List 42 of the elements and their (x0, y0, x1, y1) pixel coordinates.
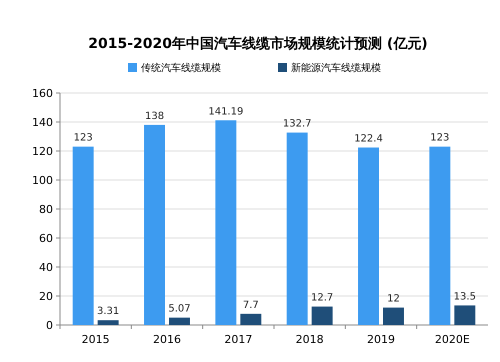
bar (383, 308, 404, 325)
y-tick-label: 20 (39, 290, 53, 303)
y-tick-label: 140 (32, 116, 53, 129)
chart-title: 2015-2020年中国汽车线缆市场规模统计预测 (亿元) (88, 35, 428, 52)
x-tick-label: 2019 (367, 333, 395, 346)
y-tick-label: 80 (39, 203, 53, 216)
data-label: 132.7 (282, 118, 312, 130)
y-tick-label: 100 (32, 174, 53, 187)
y-tick-label: 160 (32, 87, 53, 100)
data-label: 122.4 (354, 134, 383, 145)
legend-label: 传统汽车线缆规模 (141, 62, 221, 74)
y-tick-label: 40 (39, 261, 53, 274)
bar (215, 120, 236, 325)
data-label: 12.7 (311, 292, 334, 304)
legend-label: 新能源汽车线缆规模 (291, 62, 381, 74)
data-label: 12 (387, 294, 400, 305)
x-tick-label: 2016 (153, 333, 181, 346)
bar (98, 320, 119, 325)
x-tick-label: 2015 (82, 333, 110, 346)
bar (144, 124, 165, 325)
bar (429, 146, 450, 325)
y-tick-label: 120 (32, 145, 53, 158)
bar (286, 132, 308, 325)
data-label: 138 (144, 110, 164, 122)
x-tick-label: 2020E (434, 333, 470, 346)
data-label: 141.19 (208, 106, 244, 118)
x-tick-label: 2017 (224, 333, 252, 346)
y-tick-label: 0 (46, 319, 53, 332)
data-label: 123 (74, 132, 93, 144)
data-label: 3.31 (97, 306, 120, 318)
data-label: 123 (430, 132, 450, 144)
data-label: 5.07 (168, 304, 191, 315)
bar (72, 146, 94, 325)
bar (169, 318, 190, 325)
data-label: 13.5 (454, 291, 476, 302)
bar (240, 314, 262, 325)
x-tick-label: 2018 (296, 333, 324, 346)
y-tick-label: 60 (39, 232, 53, 245)
data-label: 7.7 (242, 300, 259, 311)
bar (358, 148, 379, 325)
bar (454, 305, 476, 325)
bar (312, 306, 333, 325)
